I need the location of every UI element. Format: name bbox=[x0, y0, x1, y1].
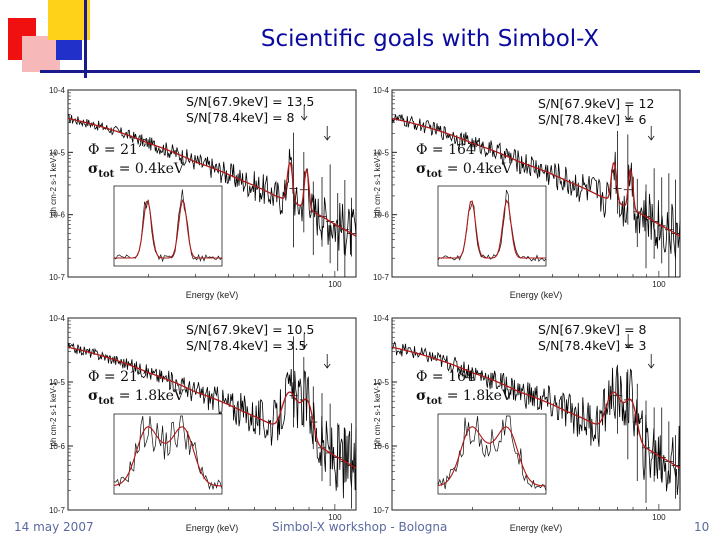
chart-top-left: 10-4 10-5 10-6 10-7 100 Energy (keV) ph cm-2 s… bbox=[49, 86, 357, 300]
y-tick-label: 10-7 bbox=[373, 506, 390, 515]
inset-data-line bbox=[113, 415, 223, 491]
sn-line-2: S/N[78.4keV] = 3 bbox=[538, 338, 647, 353]
inset-data-line bbox=[437, 415, 547, 491]
data-series-line bbox=[391, 341, 681, 496]
sn-line-1: S/N[67.9keV] = 12 bbox=[538, 96, 655, 111]
panel-top-right: 10-4 10-5 10-6 10-7 100 Energy (keV) ph cm-2 s… bbox=[372, 78, 690, 303]
params-top-left: Φ = 21’’ σtot = 0.4keV bbox=[88, 141, 184, 184]
y-tick-label: 10-5 bbox=[373, 148, 390, 157]
sigma-value: σtot = 1.8keV bbox=[416, 388, 513, 407]
sn-annotation-bottom-right: S/N[67.9keV] = 8 S/N[78.4keV] = 3 bbox=[538, 322, 647, 354]
y-axis-label: ph cm-2 s-1 keV-1 bbox=[373, 381, 382, 446]
inset-model-line bbox=[113, 426, 222, 487]
upper-limit-arrow bbox=[624, 334, 632, 349]
sn-line-1: S/N[67.9keV] = 10.5 bbox=[186, 322, 315, 337]
sigma-value: σtot = 0.4keV bbox=[88, 161, 185, 180]
plot-frame bbox=[391, 89, 681, 278]
plot-frame bbox=[67, 89, 357, 278]
sn-line-2: S/N[78.4keV] = 8 bbox=[186, 110, 295, 125]
model-series-line bbox=[67, 346, 357, 469]
x-tick-label: 100 bbox=[652, 280, 666, 289]
model-series-line bbox=[67, 117, 357, 237]
y-tick-label: 10-4 bbox=[49, 314, 66, 323]
y-tick-label: 10-7 bbox=[49, 506, 66, 515]
deco-pink-square bbox=[22, 36, 60, 72]
inset-frame bbox=[437, 413, 547, 495]
inset-model-line bbox=[114, 199, 222, 259]
x-tick-label: 100 bbox=[328, 513, 342, 522]
model-series-line bbox=[391, 346, 681, 469]
upper-limit-arrow bbox=[323, 126, 331, 141]
y-tick-label: 10-5 bbox=[49, 148, 66, 157]
phi-value: Φ = 164’’ bbox=[416, 369, 484, 385]
x-axis-label: Energy (keV) bbox=[510, 523, 563, 533]
plot-frame bbox=[67, 317, 357, 511]
x-tick-label: 100 bbox=[652, 513, 666, 522]
footer-page-number: 10 bbox=[694, 520, 710, 534]
panel-top-left: 10-4 10-5 10-6 10-7 100 Energy (keV) ph cm-2 s… bbox=[48, 78, 366, 303]
y-tick-label: 10-5 bbox=[373, 378, 390, 387]
slide-title: Scientific goals with Simbol-X bbox=[260, 26, 600, 52]
sigma-value: σtot = 0.4keV bbox=[416, 161, 513, 180]
sn-line-2: S/N[78.4keV] = 3.5 bbox=[186, 338, 307, 353]
upper-limit-arrow bbox=[647, 354, 655, 369]
phi-value: Φ = 21’’ bbox=[88, 142, 147, 158]
inset-model-line bbox=[438, 199, 546, 259]
y-tick-label: 10-6 bbox=[373, 442, 390, 451]
sn-annotation-bottom-left: S/N[67.9keV] = 10.5 S/N[78.4keV] = 3.5 bbox=[186, 322, 314, 354]
panel-bottom-right: 10-4 10-5 10-6 10-7 100 Energy (keV) ph cm-2 s… bbox=[372, 306, 690, 536]
footer-date: 14 may 2007 bbox=[14, 520, 94, 534]
x-axis-label: Energy (keV) bbox=[510, 290, 563, 300]
upper-limit-arrow bbox=[624, 106, 632, 121]
y-tick-label: 10-6 bbox=[49, 442, 66, 451]
upper-limit-arrow bbox=[323, 354, 331, 369]
sn-line-1: S/N[67.9keV] = 8 bbox=[538, 322, 647, 337]
data-series-line bbox=[67, 343, 357, 499]
panel-bottom-left: 10-4 10-5 10-6 10-7 100 Energy (keV) ph cm-2 s… bbox=[48, 306, 366, 536]
title-rule bbox=[40, 70, 700, 73]
sn-annotation-top-right: S/N[67.9keV] = 12 S/N[78.4keV] = 6 bbox=[538, 96, 654, 128]
y-tick-label: 10-7 bbox=[373, 273, 390, 282]
y-axis-label: ph cm-2 s-1 keV-1 bbox=[373, 150, 382, 215]
sigma-value: σtot = 1.8keV bbox=[88, 388, 185, 407]
y-tick-label: 10-4 bbox=[49, 86, 66, 95]
params-top-right: Φ = 164’’ σtot = 0.4keV bbox=[416, 141, 512, 184]
y-tick-label: 10-4 bbox=[373, 86, 390, 95]
params-bottom-right: Φ = 164’’ σtot = 1.8keV bbox=[416, 368, 512, 411]
plot-frame bbox=[391, 317, 681, 511]
upper-limit-arrow bbox=[300, 106, 308, 121]
upper-limit-arrow bbox=[647, 126, 655, 141]
upper-limit-arrow bbox=[300, 334, 308, 349]
deco-blue-square bbox=[56, 40, 82, 60]
x-axis-label: Energy (keV) bbox=[186, 290, 239, 300]
chart-bottom-right: 10-4 10-5 10-6 10-7 100 Energy (keV) ph cm-2 s… bbox=[373, 314, 681, 533]
sn-line-2: S/N[78.4keV] = 6 bbox=[538, 112, 647, 127]
y-tick-label: 10-4 bbox=[373, 314, 390, 323]
x-tick-label: 100 bbox=[328, 280, 342, 289]
y-axis-label: ph cm-2 s-1 keV-1 bbox=[49, 150, 58, 215]
inset-model-line bbox=[437, 426, 546, 487]
phi-value: Φ = 21’’ bbox=[88, 369, 147, 385]
y-tick-label: 10-5 bbox=[49, 378, 66, 387]
deco-vertical-line bbox=[84, 0, 87, 95]
params-bottom-left: Φ = 21’’ σtot = 1.8keV bbox=[88, 368, 184, 411]
deco-yellow-square bbox=[48, 0, 90, 40]
y-axis-label: ph cm-2 s-1 keV-1 bbox=[49, 381, 58, 446]
model-series-line bbox=[391, 117, 681, 237]
x-axis-label: Energy (keV) bbox=[186, 523, 239, 533]
sn-annotation-top-left: S/N[67.9keV] = 13.5 S/N[78.4keV] = 8 bbox=[186, 94, 314, 126]
data-series-line bbox=[391, 114, 681, 259]
y-tick-label: 10-6 bbox=[49, 211, 66, 220]
chart-bottom-left: 10-4 10-5 10-6 10-7 100 Energy (keV) ph cm-2 s… bbox=[49, 314, 357, 533]
inset-frame bbox=[113, 185, 223, 267]
footer-event: Simbol-X workshop - Bologna bbox=[272, 520, 448, 534]
chart-top-right: 10-4 10-5 10-6 10-7 100 Energy (keV) ph cm-2 s… bbox=[373, 86, 681, 300]
inset-frame bbox=[437, 185, 547, 267]
y-tick-label: 10-6 bbox=[373, 211, 390, 220]
y-tick-label: 10-7 bbox=[49, 273, 66, 282]
sn-line-1: S/N[67.9keV] = 13.5 bbox=[186, 94, 315, 109]
phi-value: Φ = 164’’ bbox=[416, 142, 484, 158]
